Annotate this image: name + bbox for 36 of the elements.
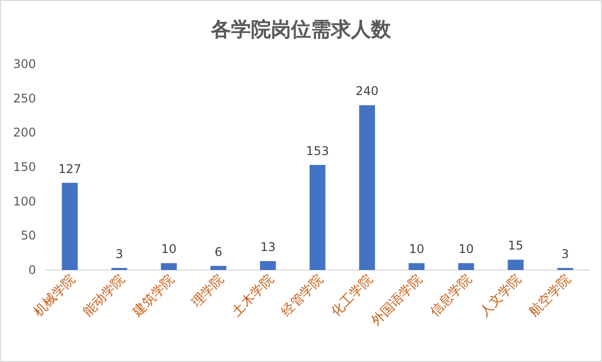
y-tick-label: 250 bbox=[13, 91, 36, 106]
x-tick-label: 人文学院 bbox=[477, 272, 525, 320]
data-label: 6 bbox=[214, 244, 222, 259]
bar bbox=[458, 263, 474, 270]
x-tick-label: 理学院 bbox=[189, 272, 228, 310]
bar bbox=[310, 164, 326, 270]
data-label: 240 bbox=[356, 84, 378, 98]
x-tick-label: 航空学院 bbox=[526, 272, 574, 320]
data-label: 3 bbox=[561, 246, 570, 261]
bar bbox=[359, 105, 375, 270]
x-tick-label: 经管学院 bbox=[278, 272, 326, 320]
bar bbox=[62, 182, 78, 270]
bar bbox=[408, 263, 425, 270]
x-tick-label: 土木学院 bbox=[229, 272, 277, 320]
data-label: 10 bbox=[408, 242, 424, 256]
bar bbox=[508, 260, 524, 270]
x-tick-label: 建筑学院 bbox=[130, 272, 178, 320]
y-tick-label: 150 bbox=[13, 160, 36, 174]
data-label: 3 bbox=[116, 246, 124, 261]
x-tick-label: 信息学院 bbox=[428, 272, 475, 320]
chart-title: 各学院岗位需求人数 bbox=[210, 17, 392, 41]
bar bbox=[160, 263, 177, 270]
y-tick-label: 200 bbox=[13, 126, 36, 140]
data-label: 10 bbox=[458, 242, 474, 256]
data-label: 15 bbox=[508, 238, 524, 253]
y-tick-label: 300 bbox=[13, 57, 36, 71]
data-label: 153 bbox=[306, 144, 329, 158]
data-label: 127 bbox=[58, 162, 82, 176]
bar bbox=[210, 266, 226, 270]
y-tick-label: 0 bbox=[28, 263, 36, 277]
data-label: 10 bbox=[161, 242, 177, 256]
bar bbox=[260, 261, 276, 270]
x-tick-label: 能动学院 bbox=[80, 272, 128, 320]
y-tick-label: 100 bbox=[13, 194, 36, 208]
data-label: 13 bbox=[260, 240, 276, 254]
y-tick-label: 50 bbox=[20, 228, 36, 243]
